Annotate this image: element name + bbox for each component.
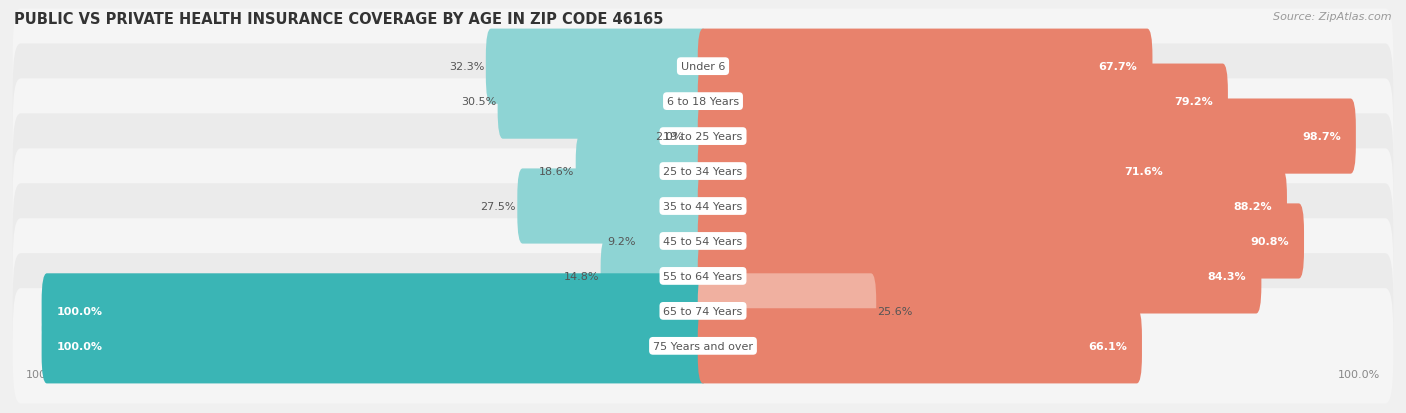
FancyBboxPatch shape <box>13 219 1393 334</box>
FancyBboxPatch shape <box>13 254 1393 369</box>
Text: 55 to 64 Years: 55 to 64 Years <box>664 271 742 281</box>
Text: 100.0%: 100.0% <box>56 306 103 316</box>
Text: 98.7%: 98.7% <box>1302 132 1341 142</box>
FancyBboxPatch shape <box>697 309 1142 384</box>
FancyBboxPatch shape <box>13 79 1393 194</box>
FancyBboxPatch shape <box>13 288 1393 404</box>
FancyBboxPatch shape <box>697 204 1303 279</box>
FancyBboxPatch shape <box>697 99 1355 174</box>
Text: 79.2%: 79.2% <box>1174 97 1213 107</box>
FancyBboxPatch shape <box>13 9 1393 125</box>
FancyBboxPatch shape <box>685 99 709 174</box>
FancyBboxPatch shape <box>697 274 876 349</box>
FancyBboxPatch shape <box>697 134 1178 209</box>
Text: 35 to 44 Years: 35 to 44 Years <box>664 202 742 211</box>
Text: 2.0%: 2.0% <box>655 132 683 142</box>
Text: 25.6%: 25.6% <box>877 306 912 316</box>
FancyBboxPatch shape <box>486 29 709 104</box>
Text: Under 6: Under 6 <box>681 62 725 72</box>
Text: 90.8%: 90.8% <box>1250 236 1289 247</box>
FancyBboxPatch shape <box>575 134 709 209</box>
Text: 88.2%: 88.2% <box>1233 202 1272 211</box>
FancyBboxPatch shape <box>13 149 1393 264</box>
FancyBboxPatch shape <box>517 169 709 244</box>
FancyBboxPatch shape <box>697 169 1286 244</box>
Text: 14.8%: 14.8% <box>564 271 599 281</box>
FancyBboxPatch shape <box>498 64 709 139</box>
Text: 84.3%: 84.3% <box>1208 271 1246 281</box>
FancyBboxPatch shape <box>697 29 1153 104</box>
Text: 19 to 25 Years: 19 to 25 Years <box>664 132 742 142</box>
Text: 65 to 74 Years: 65 to 74 Years <box>664 306 742 316</box>
FancyBboxPatch shape <box>13 184 1393 299</box>
Text: 6 to 18 Years: 6 to 18 Years <box>666 97 740 107</box>
Text: 25 to 34 Years: 25 to 34 Years <box>664 166 742 177</box>
Text: 75 Years and over: 75 Years and over <box>652 341 754 351</box>
FancyBboxPatch shape <box>13 44 1393 159</box>
Text: Source: ZipAtlas.com: Source: ZipAtlas.com <box>1274 12 1392 22</box>
Text: 71.6%: 71.6% <box>1125 166 1163 177</box>
Text: 66.1%: 66.1% <box>1088 341 1126 351</box>
FancyBboxPatch shape <box>697 239 1261 314</box>
Text: 100.0%: 100.0% <box>56 341 103 351</box>
Text: 67.7%: 67.7% <box>1098 62 1137 72</box>
FancyBboxPatch shape <box>42 309 709 384</box>
Text: 27.5%: 27.5% <box>481 202 516 211</box>
Text: 32.3%: 32.3% <box>449 62 485 72</box>
Text: 9.2%: 9.2% <box>607 236 636 247</box>
FancyBboxPatch shape <box>600 239 709 314</box>
FancyBboxPatch shape <box>697 64 1227 139</box>
Text: 45 to 54 Years: 45 to 54 Years <box>664 236 742 247</box>
FancyBboxPatch shape <box>637 204 709 279</box>
Text: PUBLIC VS PRIVATE HEALTH INSURANCE COVERAGE BY AGE IN ZIP CODE 46165: PUBLIC VS PRIVATE HEALTH INSURANCE COVER… <box>14 12 664 27</box>
Text: 18.6%: 18.6% <box>538 166 575 177</box>
FancyBboxPatch shape <box>42 274 709 349</box>
Text: 30.5%: 30.5% <box>461 97 496 107</box>
FancyBboxPatch shape <box>13 114 1393 229</box>
